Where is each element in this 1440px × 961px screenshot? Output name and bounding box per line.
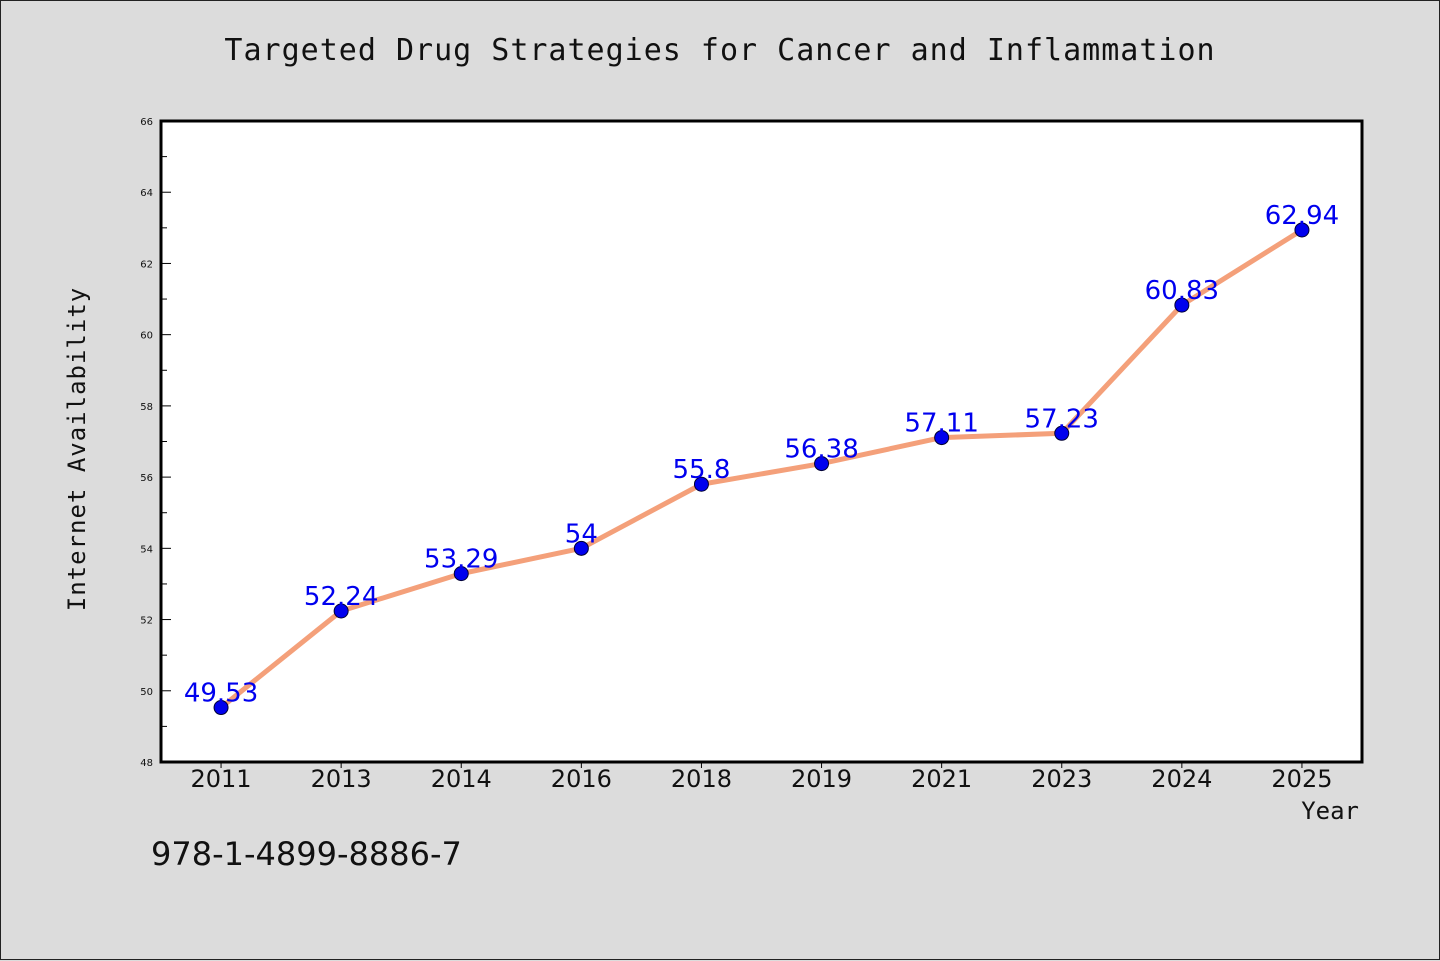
y-tick-label: 48 — [140, 758, 153, 769]
data-point — [573, 540, 589, 556]
data-point — [213, 700, 229, 716]
y-tick-label: 62 — [140, 259, 153, 270]
data-point — [453, 566, 469, 582]
isbn-text: 978-1-4899-8886-7 — [151, 835, 462, 873]
data-point — [1294, 222, 1310, 238]
data-label: 55.8 — [673, 455, 731, 485]
data-point — [814, 456, 830, 472]
y-tick-label: 60 — [140, 331, 153, 342]
x-tick-label: 2019 — [791, 765, 852, 793]
data-label: 62.94 — [1265, 201, 1339, 231]
x-tick-label: 2016 — [551, 765, 612, 793]
x-tick-label: 2023 — [1031, 765, 1092, 793]
x-tick-label: 2021 — [911, 765, 972, 793]
y-tick-label: 66 — [140, 117, 153, 128]
data-label: 57.23 — [1025, 404, 1099, 434]
x-axis: 2011 2013 2014 2016 2018 2019 2021 2023 2024 2025 — [191, 762, 1332, 793]
series-line — [218, 227, 1305, 711]
chart-title: Targeted Drug Strategies for Cancer and … — [224, 33, 1216, 68]
plot-area — [159, 119, 1364, 764]
y-tick-label: 64 — [140, 188, 153, 199]
x-tick-label: 2011 — [191, 765, 252, 793]
data-label: 49.53 — [184, 679, 258, 709]
data-label: 52.24 — [304, 582, 378, 612]
y-tick-label: 50 — [140, 687, 153, 698]
data-label: 56.38 — [784, 435, 858, 465]
series-group: 49.53 52.24 53.29 54 55.8 56.38 57.11 57.23 60.8… — [184, 201, 1339, 716]
y-tick-label: 56 — [140, 473, 153, 484]
data-point — [1054, 425, 1070, 441]
y-tick-label: 54 — [140, 544, 153, 555]
data-label: 54 — [565, 519, 598, 549]
data-point — [693, 476, 709, 492]
data-label: 60.83 — [1145, 276, 1219, 306]
y-tick-label: 58 — [140, 402, 153, 413]
y-tick-label: 52 — [140, 616, 153, 627]
x-tick-label: 2025 — [1271, 765, 1332, 793]
data-point — [1174, 297, 1190, 313]
data-label: 57.11 — [904, 409, 978, 439]
y-axis: 48 50 52 54 56 58 60 62 64 66 — [140, 117, 171, 769]
x-tick-label: 2018 — [671, 765, 732, 793]
x-axis-label: Year — [1301, 797, 1359, 825]
data-point — [333, 603, 349, 619]
data-point — [934, 430, 950, 446]
x-tick-label: 2014 — [431, 765, 492, 793]
x-tick-label: 2013 — [311, 765, 372, 793]
x-tick-label: 2024 — [1151, 765, 1212, 793]
data-label: 53.29 — [424, 545, 498, 575]
